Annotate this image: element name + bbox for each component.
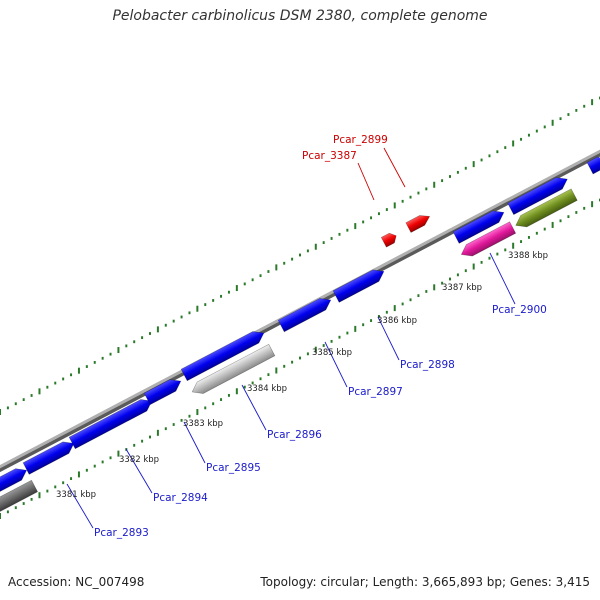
gene-arrow bbox=[180, 331, 265, 382]
gene-label-highlight[interactable]: Pcar_3387 bbox=[302, 150, 357, 162]
gene-arrow-grey-dark bbox=[0, 479, 38, 516]
scale-label: 3382 kbp bbox=[119, 455, 159, 465]
gene-label[interactable]: Pcar_2894 bbox=[153, 492, 208, 504]
gene-arrow-highlight bbox=[380, 232, 397, 248]
gene-arrow bbox=[586, 156, 600, 175]
gene-label[interactable]: Pcar_2895 bbox=[206, 462, 261, 474]
leader-line-highlight bbox=[383, 147, 406, 188]
leader-line bbox=[125, 448, 153, 494]
gene-label[interactable]: Pcar_2897 bbox=[348, 386, 403, 398]
gene-arrow-highlight bbox=[405, 215, 431, 233]
gene-arrow bbox=[452, 210, 505, 244]
scale-label: 3387 kbp bbox=[442, 283, 482, 293]
leader-line bbox=[489, 252, 516, 305]
gene-arrow bbox=[507, 177, 568, 216]
gene-label-highlight[interactable]: Pcar_2899 bbox=[333, 134, 388, 146]
gene-label[interactable]: Pcar_2896 bbox=[267, 429, 322, 441]
scale-label: 3388 kbp bbox=[508, 251, 548, 261]
label-leader-lines bbox=[66, 147, 516, 529]
leader-line bbox=[66, 483, 94, 529]
leader-line bbox=[183, 421, 206, 464]
gene-arrow bbox=[277, 298, 332, 333]
gene-arrow bbox=[68, 399, 153, 450]
leader-line-highlight bbox=[357, 162, 375, 201]
gene-arrow-grey bbox=[191, 343, 276, 394]
labels: 3381 kbp 3382 kbp 3383 kbp 3384 kbp 3385 kbp… bbox=[56, 134, 548, 539]
gene-arrow bbox=[0, 468, 28, 496]
gene-label[interactable]: Pcar_2900 bbox=[492, 304, 547, 316]
accession-text: Accession: NC_007498 bbox=[8, 575, 145, 589]
leader-line bbox=[377, 316, 400, 361]
gene-arrow bbox=[22, 441, 75, 475]
leader-line bbox=[324, 341, 348, 388]
gene-arrow bbox=[332, 269, 385, 303]
gene-arrow bbox=[143, 379, 182, 406]
scale-label: 3385 kbp bbox=[312, 348, 352, 358]
scale-label: 3383 kbp bbox=[183, 419, 223, 429]
genome-summary-text: Topology: circular; Length: 3,665,893 bp… bbox=[260, 575, 590, 589]
map-title: Pelobacter carbinolicus DSM 2380, comple… bbox=[112, 8, 488, 24]
leader-line bbox=[241, 384, 267, 431]
gene-features bbox=[0, 156, 600, 516]
scale-label: 3386 kbp bbox=[377, 316, 417, 326]
gene-arrow-olive bbox=[515, 188, 578, 228]
scale-label: 3381 kbp bbox=[56, 490, 96, 500]
gene-label[interactable]: Pcar_2898 bbox=[400, 359, 455, 371]
gene-label[interactable]: Pcar_2893 bbox=[94, 527, 149, 539]
scale-label: 3384 kbp bbox=[247, 384, 287, 394]
scale-tick-dots bbox=[0, 96, 600, 519]
gene-arrow-pink bbox=[460, 221, 517, 257]
